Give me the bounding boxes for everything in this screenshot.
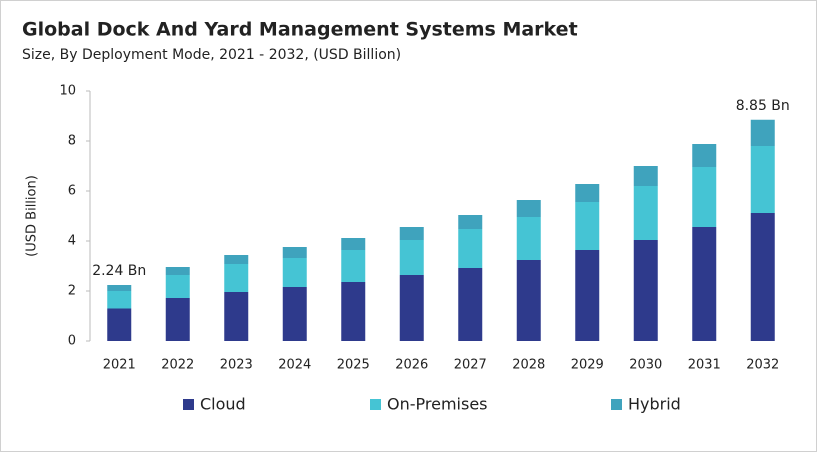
y-tick-label: 8 <box>68 134 76 149</box>
bar-segment <box>633 186 658 240</box>
bar-segment <box>750 146 775 213</box>
bar-segment <box>282 247 307 258</box>
bar-segment <box>399 227 424 240</box>
x-tick-label: 2023 <box>220 358 253 373</box>
chart-title: Global Dock And Yard Management Systems … <box>22 19 578 41</box>
bar-segment <box>633 166 658 186</box>
x-tick-label: 2024 <box>278 358 311 373</box>
bar-segment <box>282 258 307 287</box>
bar-segment <box>341 250 366 282</box>
y-tick-label: 6 <box>68 184 76 199</box>
bar-segment <box>224 292 249 341</box>
legend-swatch <box>370 399 381 410</box>
x-tick-label: 2032 <box>746 358 779 373</box>
bar-segment <box>107 285 132 291</box>
x-tick-label: 2026 <box>395 358 428 373</box>
bar-segment <box>575 184 600 202</box>
y-tick-label: 4 <box>68 234 76 249</box>
x-tick-label: 2021 <box>103 358 136 373</box>
x-tick-label: 2031 <box>688 358 721 373</box>
bar-segment <box>516 217 541 260</box>
bar-segment <box>458 268 483 341</box>
bar-segment <box>282 287 307 341</box>
bar-segment <box>575 202 600 250</box>
bar-segment <box>692 144 717 167</box>
bar-segment <box>224 264 249 292</box>
bar-segment <box>107 308 132 341</box>
bar-segment <box>165 275 190 298</box>
bar-segment <box>165 267 190 275</box>
x-tick-label: 2030 <box>629 358 662 373</box>
bar-segment <box>516 260 541 341</box>
total-label: 8.85 Bn <box>736 98 790 114</box>
bar-segment <box>458 229 483 268</box>
bar-segment <box>692 227 717 341</box>
bar-segment <box>165 298 190 341</box>
legend-swatch <box>183 399 194 410</box>
bar-segment <box>516 200 541 217</box>
y-tick-label: 10 <box>59 84 76 99</box>
bar-segment <box>399 275 424 341</box>
bar-segment <box>341 238 366 250</box>
legend-label: Cloud <box>200 395 246 414</box>
y-tick-label: 2 <box>68 284 76 299</box>
y-axis-title: (USD Billion) <box>25 175 40 257</box>
total-label: 2.24 Bn <box>92 263 146 279</box>
x-tick-label: 2022 <box>161 358 194 373</box>
bar-segment <box>575 250 600 341</box>
legend-swatch <box>611 399 622 410</box>
legend-label: Hybrid <box>628 395 681 414</box>
bar-segment <box>399 240 424 275</box>
bar-segment <box>107 291 132 309</box>
bar-segment <box>633 240 658 341</box>
x-tick-label: 2029 <box>571 358 604 373</box>
legend-label: On-Premises <box>387 395 488 414</box>
bar-segment <box>692 167 717 227</box>
x-tick-label: 2025 <box>337 358 370 373</box>
bar-segment <box>341 282 366 341</box>
bar-segment <box>224 255 249 264</box>
bar-segment <box>458 215 483 229</box>
x-tick-label: 2027 <box>454 358 487 373</box>
x-tick-label: 2028 <box>512 358 545 373</box>
bar-segment <box>750 119 775 146</box>
chart-subtitle: Size, By Deployment Mode, 2021 - 2032, (… <box>22 47 401 63</box>
y-tick-label: 0 <box>68 334 76 349</box>
bar-segment <box>750 213 775 341</box>
